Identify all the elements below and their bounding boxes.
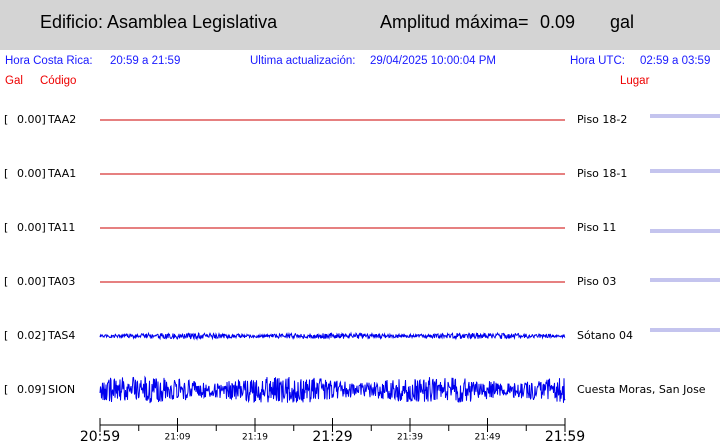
bracket: [ — [4, 113, 8, 126]
local-label: Hora Costa Rica: — [5, 55, 93, 67]
col-code: Código — [40, 75, 76, 87]
bracket: [ — [4, 167, 8, 180]
station-code: TAS4 — [47, 329, 75, 342]
bracket: ] — [42, 167, 46, 180]
gal-value: 0.00 — [17, 275, 42, 288]
time-label: 21:29 — [312, 429, 352, 443]
bracket: [ — [4, 329, 8, 342]
bracket: ] — [42, 329, 46, 342]
update: 29/04/2025 10:00:04 PM — [370, 55, 496, 67]
station-place: Cuesta Moras, San Jose — [577, 383, 706, 396]
station-place: Piso 03 — [577, 275, 616, 288]
gal-value: 0.09 — [17, 383, 42, 396]
utc-label: Hora UTC: — [570, 55, 625, 67]
col-gal: Gal — [5, 75, 23, 87]
utc-range: 02:59 a 03:59 — [640, 55, 710, 67]
bracket: [ — [4, 221, 8, 234]
unit: gal — [610, 12, 634, 32]
station-code: TAA2 — [47, 113, 76, 126]
time-label: 21:19 — [242, 433, 268, 443]
bracket: [ — [4, 275, 8, 288]
amplitude: 0.09 — [540, 12, 575, 32]
gal-value: 0.00 — [17, 221, 42, 234]
gal-value: 0.00 — [17, 167, 42, 180]
time-label: 21:59 — [545, 429, 585, 443]
station-code: TAA1 — [47, 167, 76, 180]
waveform — [99, 375, 566, 404]
header-bar — [0, 0, 720, 50]
time-label: 21:09 — [165, 433, 191, 443]
station-code: TA11 — [47, 221, 75, 234]
bracket: ] — [42, 113, 46, 126]
station-place: Sótano 04 — [577, 329, 633, 342]
gal-value: 0.02 — [17, 329, 42, 342]
col-place: Lugar — [620, 75, 650, 87]
bracket: [ — [4, 383, 8, 396]
station-place: Piso 18-2 — [577, 113, 627, 126]
side-markers — [650, 114, 720, 332]
bracket: ] — [42, 221, 46, 234]
bracket: ] — [42, 383, 46, 396]
station-code: SION — [48, 383, 75, 396]
time-label: 21:39 — [397, 433, 423, 443]
time-label: 21:49 — [475, 433, 501, 443]
station-code: TA03 — [47, 275, 75, 288]
station-place: Piso 11 — [577, 221, 616, 234]
building: Edificio: Asamblea Legislativa — [40, 12, 278, 32]
local-range: 20:59 a 21:59 — [110, 55, 180, 67]
amplitude-label: Amplitud máxima= — [380, 12, 529, 32]
bracket: ] — [42, 275, 46, 288]
station-place: Piso 18-1 — [577, 167, 627, 180]
time-label: 20:59 — [80, 429, 120, 443]
update-label: Ultima actualización: — [250, 55, 355, 67]
waveform — [99, 331, 566, 341]
gal-value: 0.00 — [17, 113, 42, 126]
